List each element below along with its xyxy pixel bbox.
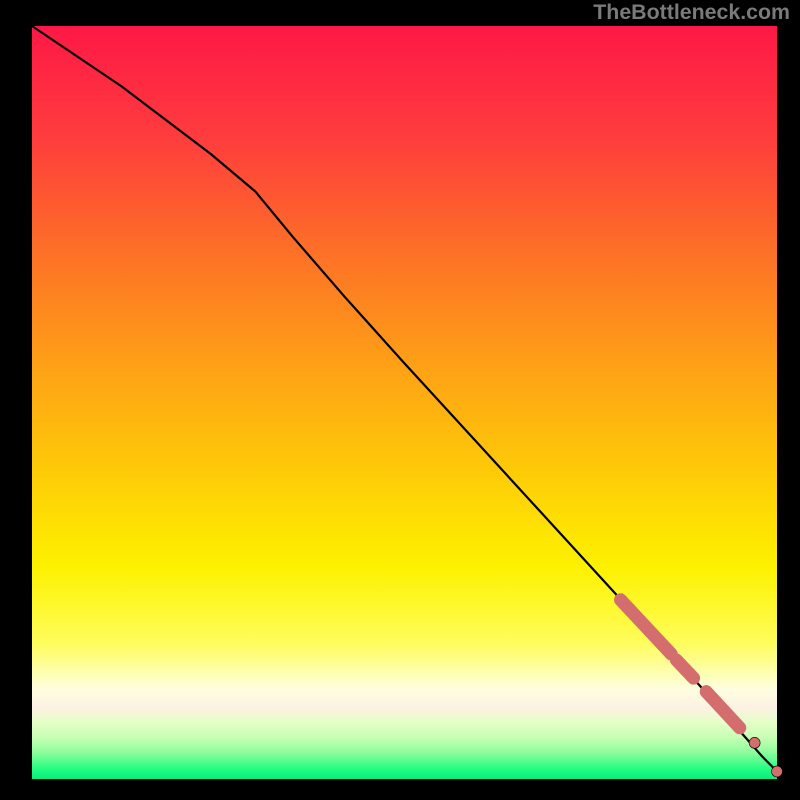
marker-segment [676,660,693,678]
marker-segment [706,692,740,728]
marker-dot [772,766,783,777]
curve-path [32,26,777,771]
marker-segment [621,600,672,654]
marker-dot [749,737,760,748]
watermark-text: TheBottleneck.com [593,0,790,25]
line-layer [32,26,777,779]
plot-area [32,26,777,779]
chart-stage: TheBottleneck.com [0,0,800,800]
